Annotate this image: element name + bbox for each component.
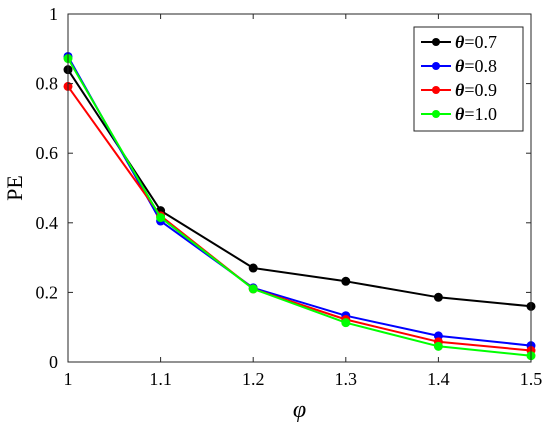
series-3-point: [156, 213, 166, 223]
legend-symbol: θ: [455, 32, 465, 52]
legend-marker-1: [432, 62, 440, 70]
series-0-point: [248, 263, 258, 273]
x-axis-title: φ: [293, 397, 306, 423]
series-3-point: [433, 341, 443, 351]
y-tick-label: 0: [49, 352, 58, 372]
y-tick-label: 0.4: [36, 213, 59, 233]
legend: θ=0.7θ=0.8θ=0.9θ=1.0: [413, 26, 524, 132]
x-tick-label: 1.5: [520, 369, 543, 389]
y-tick-label: 0.6: [36, 143, 59, 163]
legend-symbol: θ: [455, 80, 465, 100]
series-3-point: [341, 318, 351, 328]
x-tick-label: 1.1: [149, 369, 172, 389]
legend-value: =0.8: [464, 56, 497, 76]
legend-marker-2: [432, 86, 440, 94]
axes-box: [67, 13, 532, 363]
legend-marker-3: [432, 110, 440, 118]
series-0-point: [433, 292, 443, 302]
legend-value: =1.0: [464, 104, 497, 124]
series-line-0: [67, 69, 532, 308]
x-tick-label: 1.3: [335, 369, 358, 389]
y-tick-label: 0.8: [36, 74, 59, 94]
x-tick-label: 1.4: [427, 369, 450, 389]
legend-value: =0.7: [464, 32, 497, 52]
series-3-point: [248, 284, 258, 294]
x-tick-label: 1.2: [242, 369, 265, 389]
legend-entry-1: θ=0.8: [455, 56, 497, 76]
legend-entry-0: θ=0.7: [455, 32, 497, 52]
y-tick-label: 1: [49, 4, 58, 24]
legend-symbol: θ: [455, 104, 465, 124]
y-tick-label: 0.2: [36, 282, 59, 302]
series-line-2: [67, 85, 532, 352]
axes: 1 1.1 1.2 1.3 1.4 1.5 0 0.2 0.4 0.6 0.8 1 φ PE: [2, 4, 542, 423]
legend-marker-0: [432, 38, 440, 46]
x-tick-label: 1: [64, 369, 73, 389]
legend-symbol: θ: [455, 56, 465, 76]
y-axis-title: PE: [2, 175, 27, 201]
legend-entry-2: θ=0.9: [455, 80, 497, 100]
series-0-point: [341, 276, 351, 286]
legend-entry-3: θ=1.0: [455, 104, 497, 124]
series-line-3: [67, 57, 532, 357]
legend-value: =0.9: [464, 80, 497, 100]
